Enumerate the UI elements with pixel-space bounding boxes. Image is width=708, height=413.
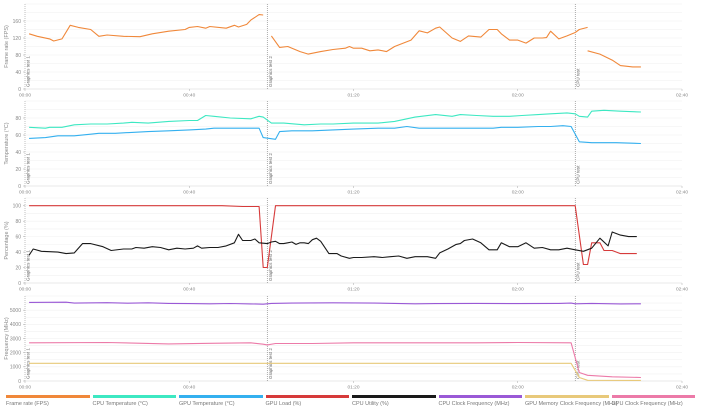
series-line <box>29 301 641 305</box>
y-tick-label: 60 <box>15 234 21 240</box>
y-tick-label: 5000 <box>10 308 21 314</box>
series-line <box>29 125 641 145</box>
x-tick-label: 02:40 <box>676 385 688 391</box>
test-marker-label: Graphics test 1 <box>26 250 31 281</box>
legend-label: GPU Temperature (°C) <box>179 401 235 407</box>
x-tick-label: 00:40 <box>183 190 195 196</box>
series-line <box>29 362 641 381</box>
legend-item-gpu-clock[interactable]: GPU Clock Frequency (MHz) <box>611 395 699 407</box>
y-axis-label: Temperature (°C) <box>4 122 10 164</box>
test-marker-label: Graphics test 1 <box>26 56 31 87</box>
y-tick-label: 80 <box>15 116 21 122</box>
x-tick-label: 02:40 <box>676 190 688 196</box>
y-tick-label: 2000 <box>10 350 21 356</box>
test-marker-label: Graphics test 1 <box>26 153 31 184</box>
legend-label: CPU Utility (%) <box>352 401 389 407</box>
y-tick-label: 80 <box>15 219 21 225</box>
x-tick-label: 00:00 <box>19 93 31 99</box>
x-tick-label: 02:00 <box>512 93 524 99</box>
legend-swatch <box>265 395 349 398</box>
x-tick-label: 01:20 <box>347 93 359 99</box>
legend-swatch <box>6 395 90 398</box>
legend-swatch <box>92 395 176 398</box>
test-marker-label: Graphics test 2 <box>268 250 273 281</box>
y-tick-label: 40 <box>15 250 21 256</box>
series-line <box>587 50 641 68</box>
chart-percentage: 0 20 40 60 80 100 Percentage (%) 00:00 00:40 01:2… <box>4 197 688 293</box>
x-tick-label: 01:20 <box>347 385 359 391</box>
y-tick-label: 160 <box>13 19 22 25</box>
y-tick-label: 0 <box>18 87 21 93</box>
x-tick-label: 00:40 <box>183 385 195 391</box>
x-tick-label: 02:00 <box>512 190 524 196</box>
y-axis-label: Frequency (MHz) <box>4 317 10 360</box>
x-tick-label: 01:20 <box>347 190 359 196</box>
y-tick-label: 20 <box>15 265 21 271</box>
x-tick-label: 00:00 <box>19 190 31 196</box>
y-axis-label: Frame rate (FPS) <box>4 25 10 68</box>
y-tick-label: 40 <box>15 150 21 156</box>
legend-swatch <box>352 395 436 398</box>
legend-swatch <box>611 395 695 398</box>
x-tick-label: 00:00 <box>19 385 31 391</box>
y-tick-label: 100 <box>13 204 22 210</box>
x-tick-label: 01:20 <box>347 287 359 293</box>
y-tick-label: 0 <box>18 281 21 287</box>
legend-item-frame-rate[interactable]: Frame rate (FPS) <box>6 395 93 407</box>
x-tick-label: 00:40 <box>183 93 195 99</box>
legend-item-cpu-temperature[interactable]: CPU Temperature (°C) <box>92 395 180 407</box>
legend-item-gpu-temperature[interactable]: GPU Temperature (°C) <box>179 395 266 407</box>
legend-item-gpu-memory-clock[interactable]: GPU Memory Clock Frequency (MHz) <box>525 395 618 407</box>
test-marker-label: Graphics test 1 <box>26 348 31 379</box>
legend-label: CPU Temperature (°C) <box>92 401 148 407</box>
x-tick-label: 02:40 <box>676 287 688 293</box>
y-tick-label: 0 <box>18 184 21 190</box>
x-tick-label: 02:00 <box>512 385 524 391</box>
series-line <box>29 109 641 129</box>
y-tick-label: 0 <box>18 379 21 385</box>
test-marker-label: CPU test <box>576 68 581 87</box>
legend-item-gpu-load[interactable]: GPU Load (%) <box>265 395 353 407</box>
legend-item-cpu-clock[interactable]: CPU Clock Frequency (MHz) <box>438 395 526 407</box>
test-marker-label: Graphics test 2 <box>268 56 273 87</box>
y-tick-label: 4000 <box>10 322 21 328</box>
y-tick-label: 3000 <box>10 336 21 342</box>
legend-label: GPU Memory Clock Frequency (MHz) <box>525 401 618 407</box>
y-tick-label: 60 <box>15 133 21 139</box>
chart-temperature: 0 20 40 60 80 Temperature (°C) 00:00 00:40 01:20… <box>4 100 688 196</box>
series-line <box>29 205 637 269</box>
legend: Frame rate (FPS) CPU Temperature (°C) GP… <box>6 395 706 407</box>
y-axis-label: Percentage (%) <box>4 221 10 259</box>
series-line <box>28 231 637 259</box>
y-tick-label: 80 <box>15 53 21 59</box>
test-marker-label: CPU test <box>576 165 581 184</box>
x-tick-label: 00:00 <box>19 287 31 293</box>
y-tick-label: 20 <box>15 167 21 173</box>
legend-label: Frame rate (FPS) <box>6 401 49 407</box>
legend-item-cpu-utility[interactable]: CPU Utility (%) <box>352 395 439 407</box>
legend-label: GPU Load (%) <box>265 401 302 407</box>
legend-label: CPU Clock Frequency (MHz) <box>438 401 510 407</box>
x-tick-label: 02:00 <box>512 287 524 293</box>
test-marker-label: Graphics test 2 <box>268 153 273 184</box>
legend-label: GPU Clock Frequency (MHz) <box>611 401 683 407</box>
y-tick-label: 120 <box>13 36 22 42</box>
legend-swatch <box>525 395 609 398</box>
y-tick-label: 40 <box>15 70 21 76</box>
series-line <box>28 14 264 42</box>
series-line <box>29 341 641 379</box>
test-marker-label: CPU test <box>576 262 581 281</box>
legend-swatch <box>179 395 263 398</box>
x-tick-label: 00:40 <box>183 287 195 293</box>
series-line <box>270 26 588 55</box>
y-tick-label: 1000 <box>10 365 21 371</box>
legend-swatch <box>438 395 522 398</box>
x-tick-label: 02:40 <box>676 93 688 99</box>
